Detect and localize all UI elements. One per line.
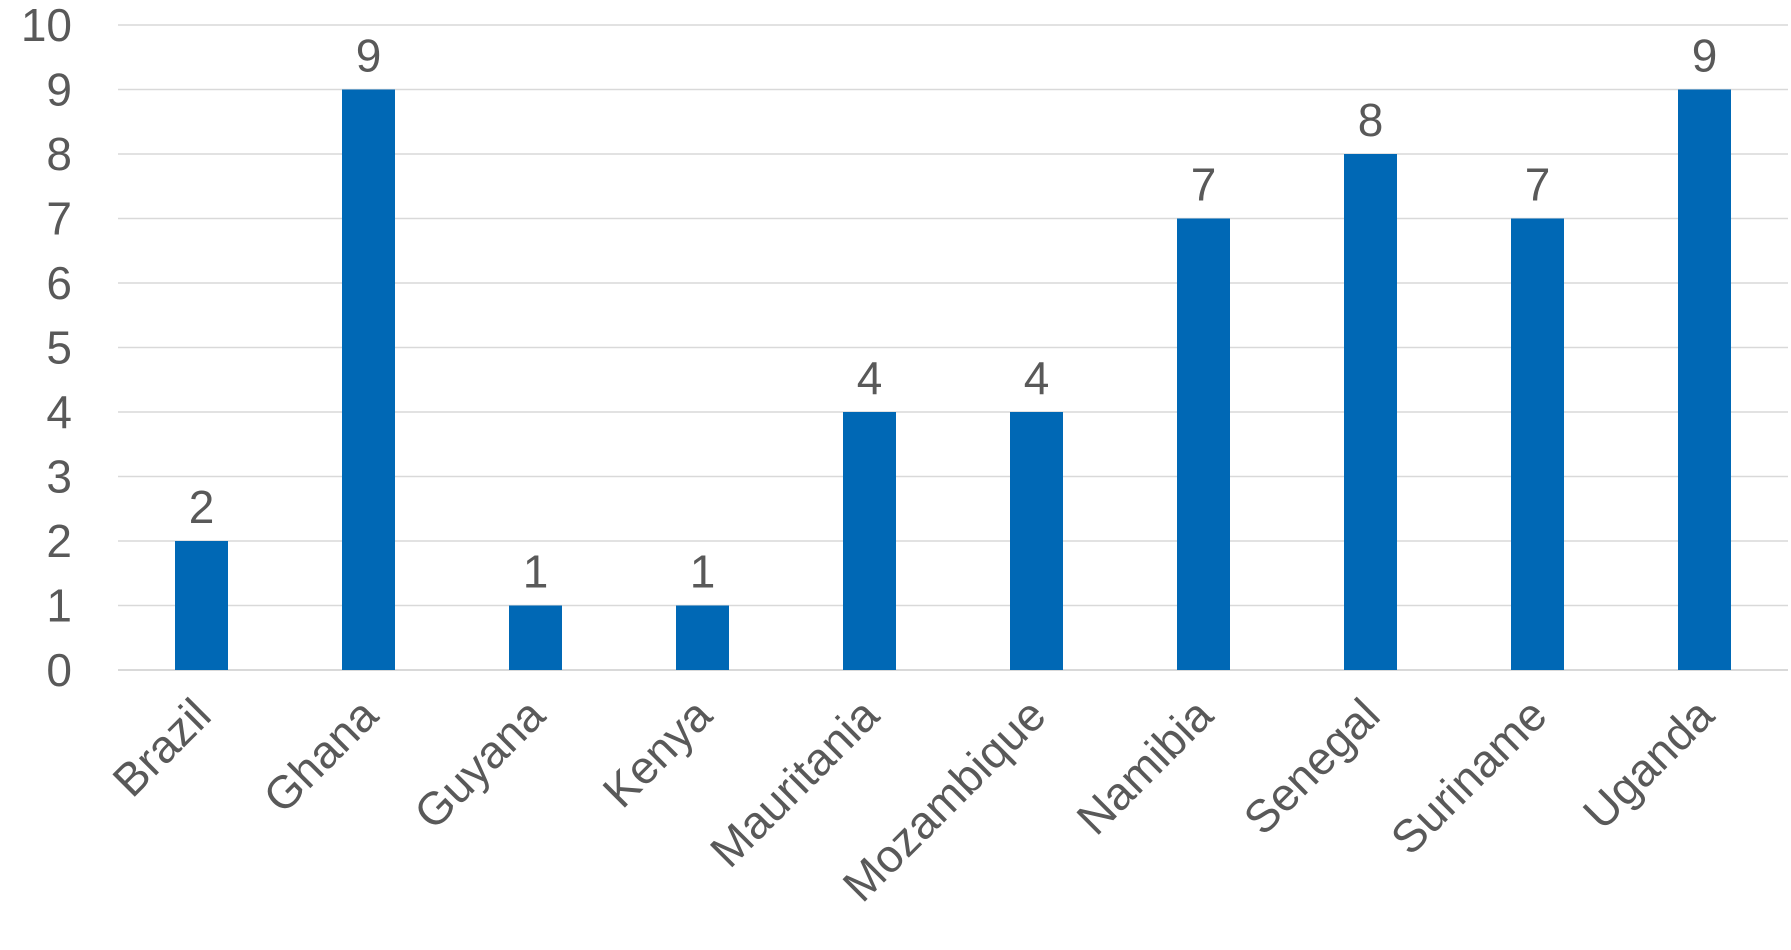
y-tick-label: 9 [46,64,72,116]
x-category-label: Kenya [593,688,722,817]
bars [175,89,1731,670]
y-axis-ticks: 0 1 2 3 4 5 6 7 8 9 10 [21,0,72,696]
y-tick-label: 6 [46,257,72,309]
data-label: 2 [189,481,215,533]
x-category-label: Guyana [404,688,555,839]
x-category-label: Uganda [1573,688,1724,839]
x-category-label: Brazil [102,688,220,806]
bar [843,412,896,670]
gridlines [118,24,1788,671]
data-label: 7 [1525,159,1551,211]
data-label: 4 [1024,352,1050,404]
x-axis-categories: Brazil Ghana Guyana KenyaMauritaniaMozambiq… [102,688,1723,911]
data-label: 8 [1358,94,1384,146]
y-tick-label: 0 [46,644,72,696]
y-tick-label: 7 [46,193,72,245]
data-labels: 2 9 1 1 4 4 7 8 7 9 [189,30,1718,598]
data-label: 9 [1692,30,1718,82]
bar [1344,154,1397,670]
bar [1177,218,1230,670]
data-label: 9 [356,30,382,82]
x-category-label: Namibia [1066,688,1222,844]
y-tick-label: 2 [46,515,72,567]
bar [509,605,562,670]
bar [1678,89,1731,670]
y-tick-label: 1 [46,580,72,632]
data-label: 4 [857,352,883,404]
x-category-label: Suriname [1381,688,1557,864]
bar [1010,412,1063,670]
y-tick-label: 3 [46,451,72,503]
data-label: 1 [690,546,716,598]
bar [342,89,395,670]
y-tick-label: 10 [21,0,72,51]
y-tick-label: 4 [46,386,72,438]
y-tick-label: 8 [46,128,72,180]
data-label: 1 [523,546,549,598]
data-label: 7 [1191,159,1217,211]
x-category-label: Ghana [253,688,388,823]
bar [1511,218,1564,670]
y-tick-label: 5 [46,322,72,374]
x-category-label: Senegal [1233,688,1389,844]
bar [175,541,228,670]
bar [676,605,729,670]
